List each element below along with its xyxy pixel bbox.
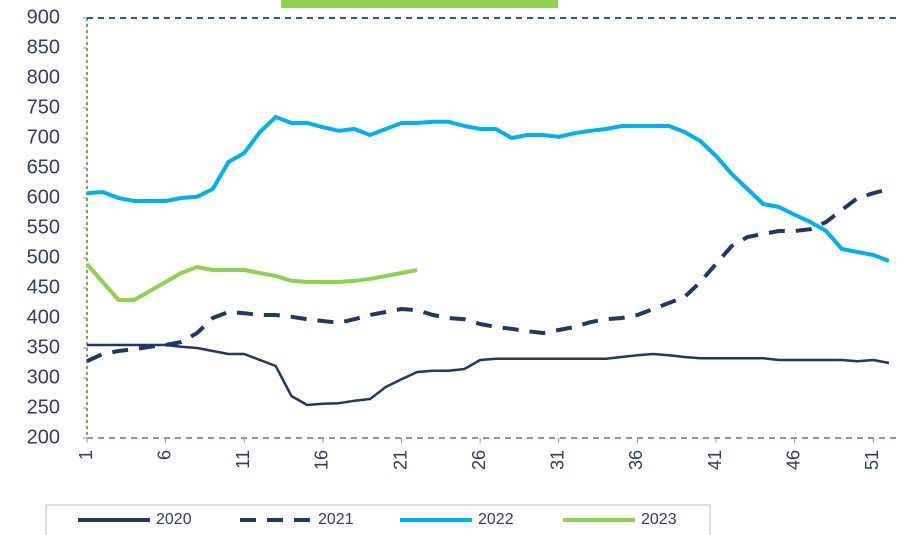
x-tick-label: 51 [862,450,882,470]
y-tick-label: 550 [27,216,60,238]
series-line [86,187,890,364]
legend-label: 2021 [318,511,354,528]
series-line [85,262,418,302]
y-tick-label: 250 [27,396,60,418]
x-tick-label: 26 [469,450,489,470]
y-tick-label: 700 [27,126,60,148]
y-tick-label: 750 [27,96,60,118]
x-tick-label: 46 [783,450,803,470]
legend-label: 2022 [478,511,514,528]
y-tick-label: 850 [27,36,60,58]
legend-box [45,504,711,535]
x-tick-label: 6 [154,450,174,460]
x-tick-label: 16 [312,450,332,470]
y-tick-label: 800 [27,66,60,88]
x-tick-label: 31 [548,450,568,470]
series-line [87,343,890,407]
x-tick-label: 36 [626,450,646,470]
y-tick-label: 350 [27,336,60,358]
y-tick-label: 600 [27,186,60,208]
y-tick-label: 400 [27,306,60,328]
x-tick-label: 11 [233,450,253,469]
x-tick-label: 21 [390,450,410,470]
y-tick-label: 650 [27,156,60,178]
y-tick-label: 500 [27,246,60,268]
legend-label: 2020 [156,511,192,528]
y-tick-label: 300 [27,366,60,388]
series-line [86,115,890,263]
legend-label: 2023 [641,511,677,528]
y-tick-label: 450 [27,276,60,298]
y-tick-label: 900 [27,6,60,28]
y-tick-label: 200 [27,426,60,448]
x-tick-label: 1 [76,450,96,460]
title-bar [281,0,558,8]
x-tick-label: 41 [705,450,725,470]
